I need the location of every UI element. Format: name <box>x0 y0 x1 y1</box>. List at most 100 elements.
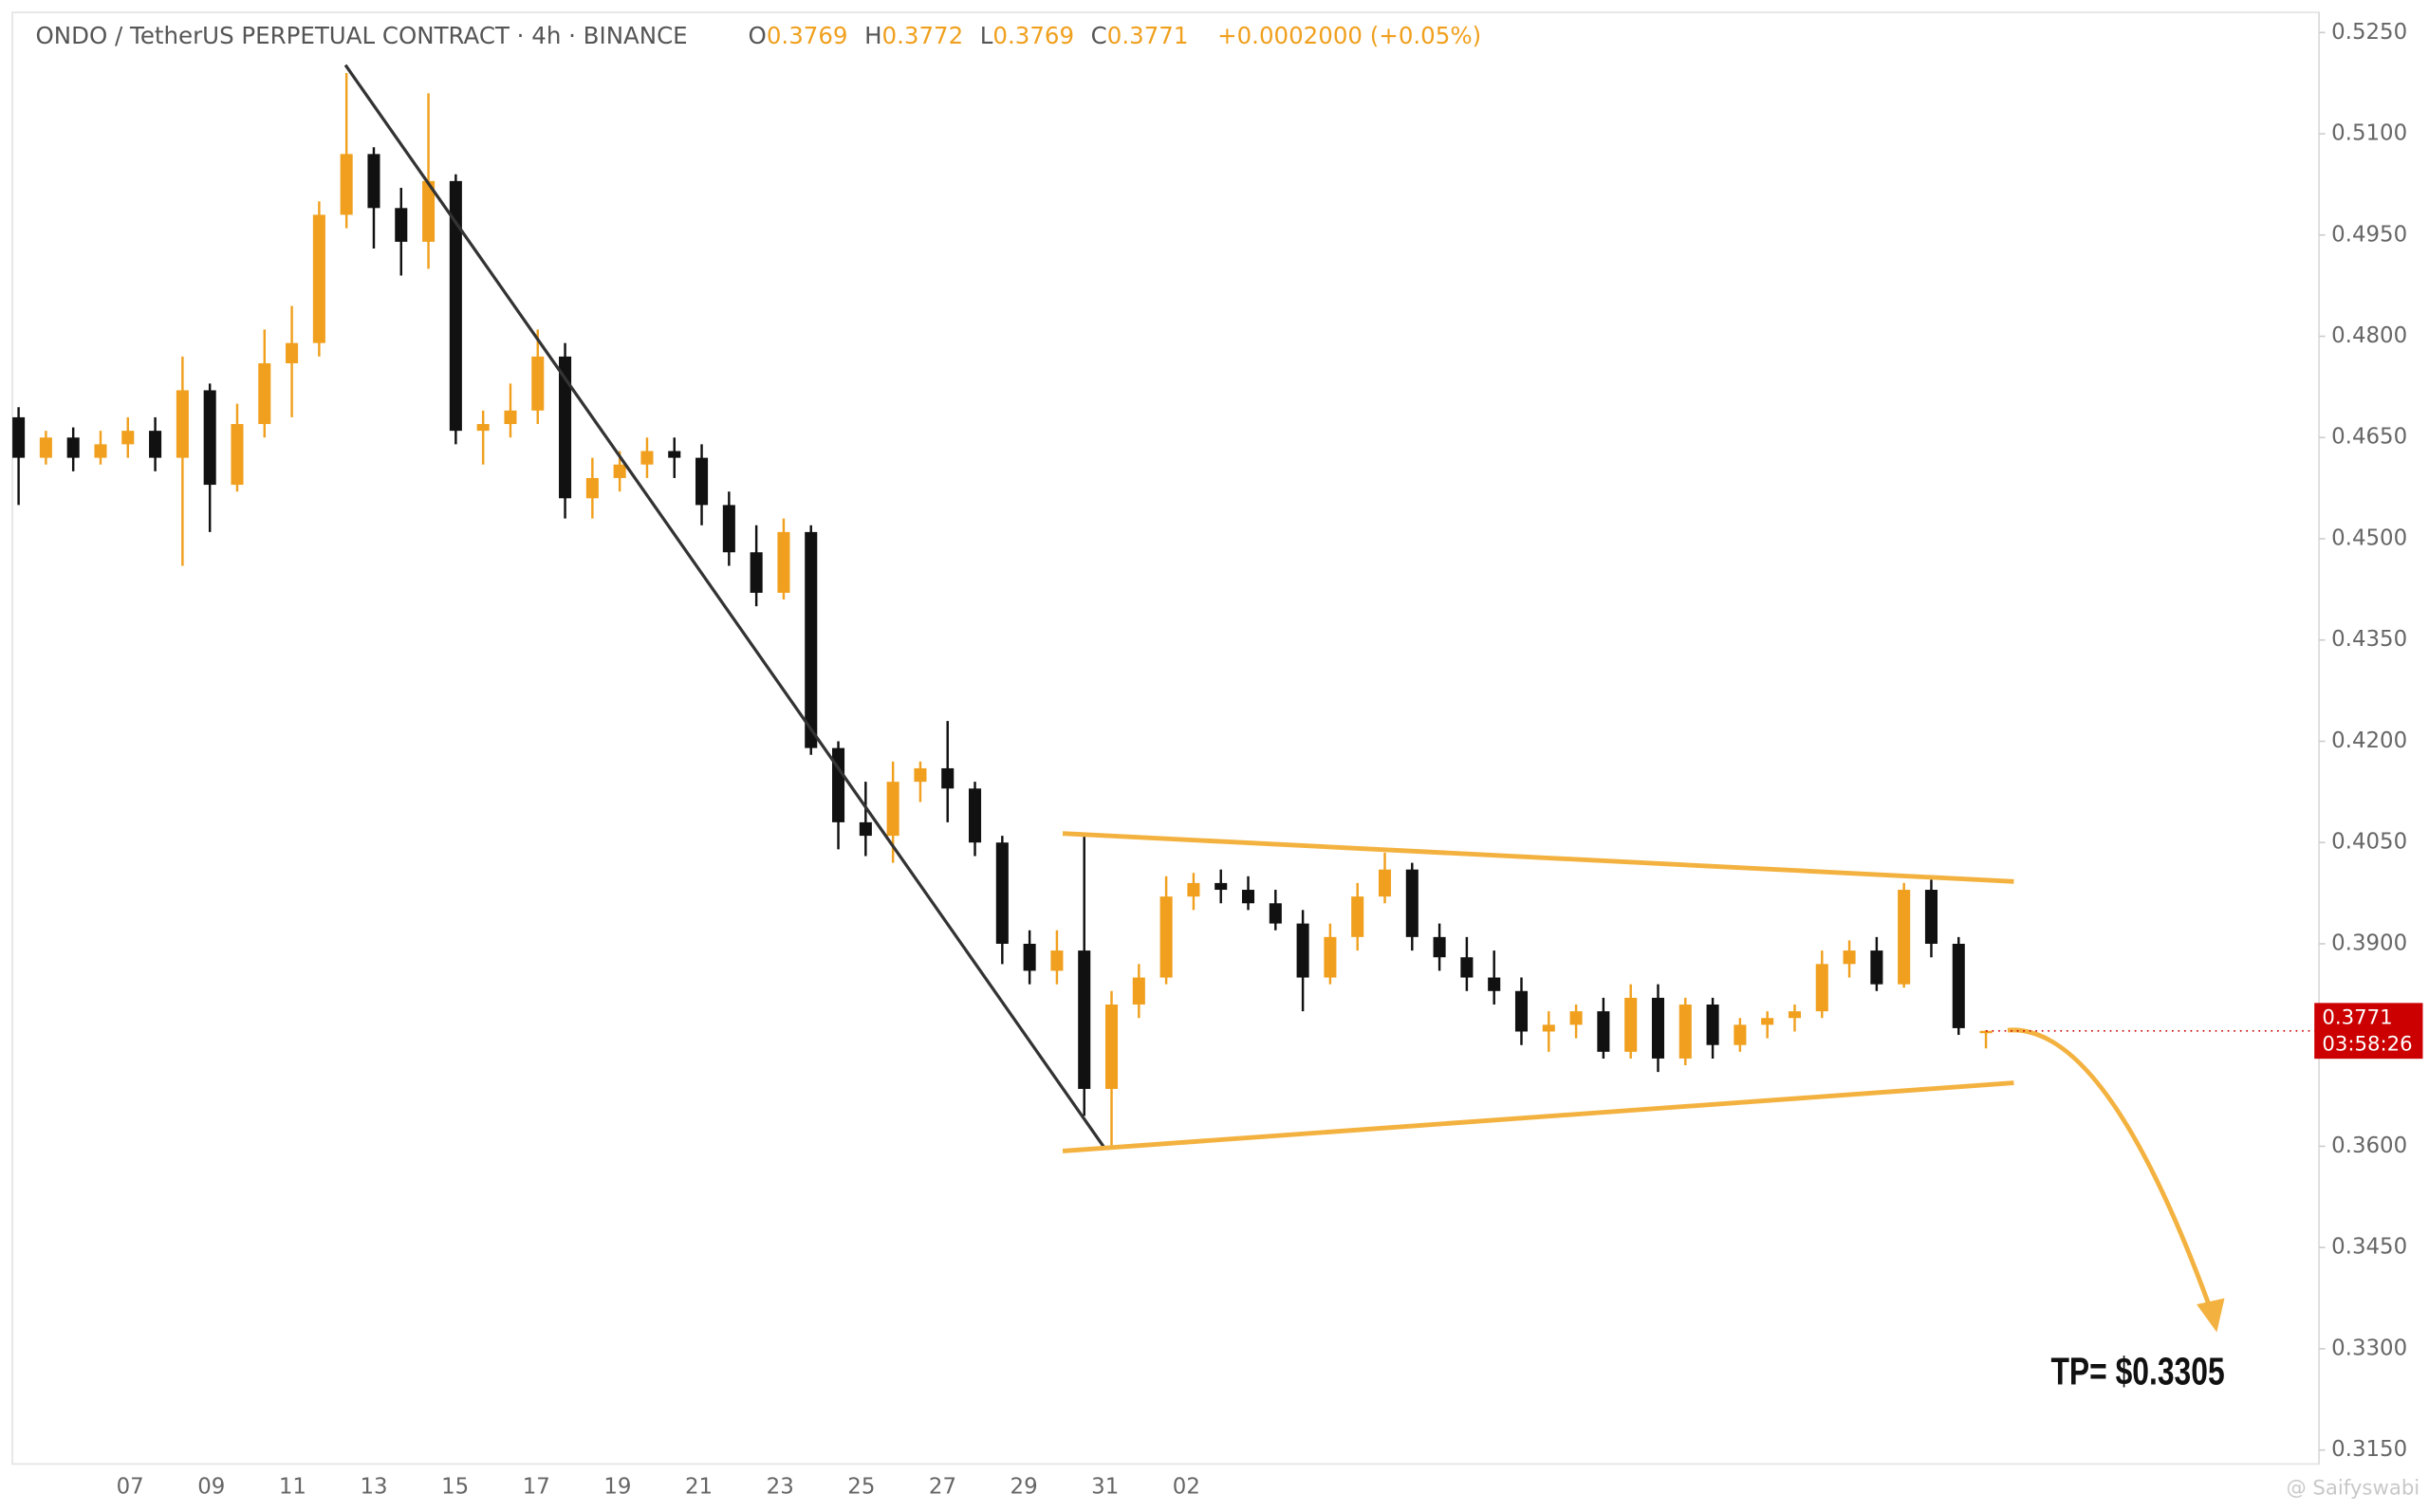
candle-body <box>914 767 927 783</box>
x-tick-label: 15 <box>441 1474 469 1499</box>
x-tick-label: 29 <box>1011 1474 1038 1499</box>
candle-body <box>1542 1024 1555 1032</box>
candle-body <box>476 424 490 432</box>
candle-body <box>722 505 735 553</box>
price-tag <box>2314 1003 2423 1060</box>
candle-body <box>340 154 353 215</box>
x-tick-label: 02 <box>1173 1474 1200 1499</box>
candle-body <box>750 552 763 593</box>
candle-body <box>1023 943 1036 971</box>
y-tick-label: 0.5250 <box>2331 20 2407 45</box>
y-tick-label: 0.4500 <box>2331 526 2407 551</box>
low: 0.3769 <box>992 22 1074 49</box>
candle-body <box>1269 903 1282 924</box>
x-tick-label: 23 <box>767 1474 794 1499</box>
candle-body <box>640 451 654 465</box>
candle-body <box>531 356 545 411</box>
candle-body <box>1214 882 1228 891</box>
price-tag-value: 0.3771 <box>2322 1006 2392 1030</box>
candle-body <box>859 821 872 837</box>
candle-body <box>12 416 26 458</box>
candle-body <box>995 842 1009 944</box>
candle-body <box>1488 977 1501 991</box>
candle-body <box>777 531 790 593</box>
candle-body <box>1597 1011 1610 1052</box>
candle-body <box>585 477 599 499</box>
candle-body <box>805 531 818 748</box>
plot-area <box>11 11 2320 1466</box>
candle-body <box>422 180 436 242</box>
candle-body <box>1870 950 1883 985</box>
candle-body <box>1378 869 1392 897</box>
watermark: @ Saifyswabi <box>2286 1476 2420 1500</box>
lower-channel-line <box>1062 1080 2014 1153</box>
candle-body <box>1815 964 1828 1012</box>
x-tick-label: 21 <box>685 1474 713 1499</box>
candle-body <box>203 390 216 486</box>
x-tick-label: 09 <box>197 1474 225 1499</box>
candle-body <box>1050 950 1064 971</box>
upper-channel-line <box>1062 831 2014 884</box>
candle-body <box>886 782 899 837</box>
candle-body <box>1187 882 1200 897</box>
candle-body <box>1104 1005 1119 1089</box>
y-tick-label: 0.4650 <box>2331 425 2407 450</box>
candle-body <box>1405 869 1418 937</box>
label: O <box>749 22 767 49</box>
candle-body <box>367 154 380 209</box>
candle-body <box>1734 1024 1747 1045</box>
candle-body <box>449 180 462 432</box>
candle-body <box>121 431 135 445</box>
y-tick-label: 0.3900 <box>2331 931 2407 955</box>
y-tick-label: 0.3600 <box>2331 1134 2407 1158</box>
x-tick-label: 19 <box>603 1474 631 1499</box>
candle-body <box>1351 896 1364 937</box>
ohlc-header: O0.3769 H0.3772 L0.3769 C0.3771 +0.00020… <box>749 22 1482 49</box>
price-tag-countdown: 03:58:26 <box>2322 1032 2412 1056</box>
candle-body <box>1241 890 1255 904</box>
candle-body <box>1761 1018 1774 1025</box>
candle-body <box>312 214 325 343</box>
change: +0.0002000 (+0.05%) <box>1217 22 1481 49</box>
projection-arrow <box>2007 1027 2215 1315</box>
candle-body <box>1433 936 1446 958</box>
candle-body <box>1296 923 1309 978</box>
candle-body <box>1898 890 1911 985</box>
y-tick-label: 0.4950 <box>2331 222 2407 247</box>
x-tick-label: 13 <box>360 1474 387 1499</box>
candle-body <box>1651 997 1665 1059</box>
candle-body <box>1843 950 1856 965</box>
x-tick-label: 27 <box>929 1474 956 1499</box>
y-tick-label: 0.4800 <box>2331 323 2407 348</box>
candle-body <box>395 208 408 242</box>
candle-body <box>695 457 709 506</box>
x-tick-label: 25 <box>847 1474 875 1499</box>
x-tick-label: 07 <box>117 1474 144 1499</box>
candle-body <box>1979 1030 1993 1034</box>
label: C <box>1091 22 1107 49</box>
candles <box>12 72 1993 1147</box>
candle-body <box>39 437 52 458</box>
chart-title: ONDO / TetherUS PERPETUAL CONTRACT · 4h … <box>36 22 688 49</box>
y-tick-label: 0.3450 <box>2331 1235 2407 1260</box>
candle-body <box>1078 950 1091 1089</box>
candle-body <box>1324 936 1337 978</box>
y-tick-label: 0.4200 <box>2331 728 2407 753</box>
candle-body <box>1952 943 1965 1028</box>
candle-body <box>1624 997 1638 1052</box>
candle-body <box>1788 1011 1802 1019</box>
candle-body <box>1706 1005 1719 1045</box>
candle-body <box>1460 957 1474 978</box>
y-tick-label: 0.4050 <box>2331 830 2407 855</box>
y-tick-label: 0.4350 <box>2331 627 2407 652</box>
y-tick-label: 0.3150 <box>2331 1437 2407 1462</box>
candle-body <box>1514 990 1529 1032</box>
tp-annotation: TP= $0.3305 <box>2050 1350 2224 1393</box>
candle-body <box>231 424 244 486</box>
candle-body <box>832 747 845 822</box>
candle-body <box>1569 1011 1583 1025</box>
high: 0.3772 <box>882 22 964 49</box>
candle-body <box>66 437 80 458</box>
candle-body <box>176 390 189 458</box>
